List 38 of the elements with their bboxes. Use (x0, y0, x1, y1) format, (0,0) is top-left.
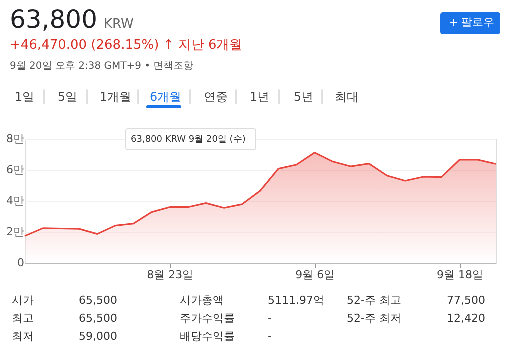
text: + 팔로우 (449, 16, 495, 29)
annotation: 63,800 KRW 9월 20일 (수) (131, 135, 246, 145)
text: 12,420 (447, 312, 486, 325)
text: 9월 20일 오후 2:38 GMT+9 • 면책조항 (10, 61, 194, 72)
text: 52-주 최고 (347, 294, 402, 307)
text: 1개월 (100, 90, 132, 104)
text: 5111.97억 (268, 294, 324, 307)
y-tick-label: 4만 (6, 194, 24, 208)
chart-title: 63,800 (10, 5, 98, 34)
text: 시가 (12, 294, 34, 307)
x-tick-label: 9월 18일 (437, 268, 484, 282)
text: 5일 (58, 90, 78, 104)
text: 시가총액 (180, 294, 224, 307)
chart-subtitle: +46,470.00 (268.15%) ↑ 지난 6개월 (10, 38, 243, 53)
text: - (268, 330, 272, 343)
text: 6개월 (150, 90, 182, 104)
text: 최저 (12, 330, 34, 343)
text: 최고 (12, 312, 34, 325)
text: - (268, 312, 272, 325)
text: KRW (104, 17, 134, 32)
text: 최대 (335, 90, 359, 104)
text: 연중 (204, 90, 228, 104)
text: 65,500 (79, 312, 118, 325)
text: 5년 (294, 90, 314, 104)
text: 1일 (15, 90, 35, 104)
text: 65,500 (79, 294, 118, 307)
text: 1년 (250, 90, 270, 104)
y-tick-label: 2만 (6, 226, 24, 238)
x-tick-label: 9월 6일 (296, 268, 336, 282)
y-tick-label: 6만 (6, 164, 24, 176)
x-tick-label: 8월 23일 (147, 268, 194, 282)
text: 52-주 최저 (347, 312, 402, 325)
text: 77,500 (447, 294, 486, 307)
text: 배당수익률 (180, 330, 235, 343)
text: 주가수익률 (180, 312, 235, 325)
y-tick-label: 8만 (6, 132, 24, 146)
text: 59,000 (79, 330, 118, 343)
y-tick-label: 0 (18, 256, 24, 270)
